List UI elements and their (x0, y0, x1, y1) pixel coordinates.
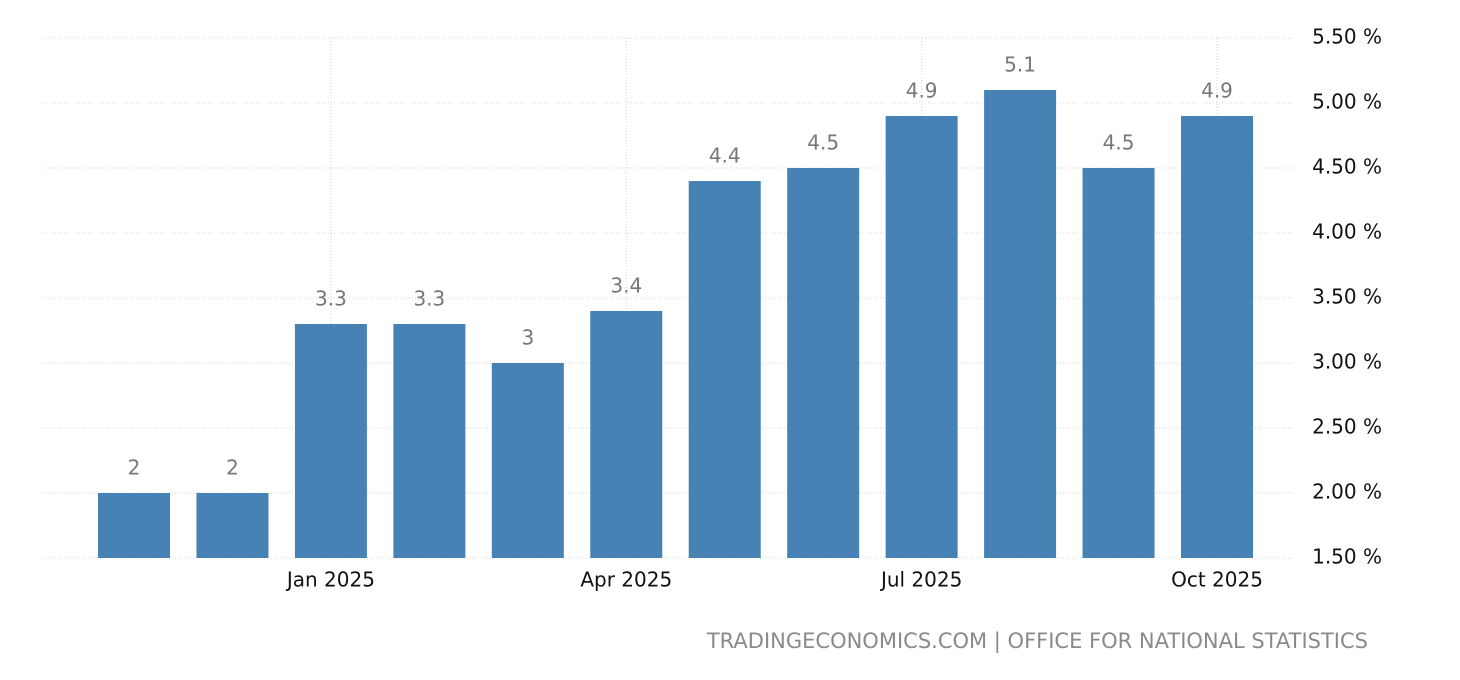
value-label: 4.5 (807, 131, 839, 155)
y-tick-label: 4.50 % (1312, 155, 1382, 179)
value-label: 2 (128, 456, 141, 480)
bar (393, 324, 466, 558)
value-label: 4.9 (1201, 79, 1233, 103)
bar (688, 181, 761, 558)
bar (787, 168, 860, 558)
bar (491, 363, 564, 558)
bar (98, 493, 170, 558)
value-label: 3.4 (610, 274, 642, 298)
y-tick-label: 1.50 % (1312, 545, 1382, 569)
bar (1181, 116, 1253, 558)
value-label: 3.3 (315, 287, 347, 311)
y-tick-label: 3.00 % (1312, 350, 1382, 374)
bar (590, 311, 663, 558)
bar (984, 90, 1057, 558)
x-tick-label: Jul 2025 (879, 568, 962, 592)
value-label: 3.3 (413, 287, 445, 311)
value-label: 5.1 (1004, 53, 1036, 77)
bar (1082, 168, 1155, 558)
bar (196, 493, 269, 558)
source: TRADINGECONOMICS.COM | OFFICE FOR NATION… (706, 629, 1368, 654)
bar (885, 116, 958, 558)
value-label: 4.5 (1103, 131, 1135, 155)
y-tick-label: 5.50 % (1312, 25, 1382, 49)
value-label: 4.9 (906, 79, 938, 103)
bar (294, 324, 367, 558)
value-label: 2 (226, 456, 239, 480)
x-tick-label: Jan 2025 (285, 568, 375, 592)
value-label: 4.4 (709, 144, 741, 168)
x-tick-label: Oct 2025 (1171, 568, 1263, 592)
y-tick-label: 3.50 % (1312, 285, 1382, 309)
y-tick-label: 5.00 % (1312, 90, 1382, 114)
y-tick-label: 2.50 % (1312, 415, 1382, 439)
x-tick-label: Apr 2025 (580, 568, 672, 592)
y-tick-label: 4.00 % (1312, 220, 1382, 244)
y-tick-label: 2.00 % (1312, 480, 1382, 504)
value-label: 3 (521, 326, 534, 350)
